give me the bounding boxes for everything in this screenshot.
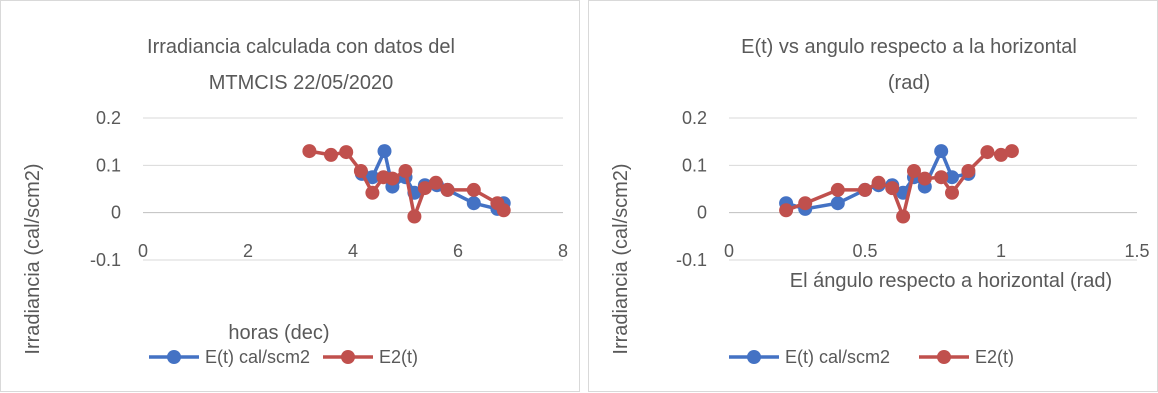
data-point [407, 209, 422, 224]
data-point [945, 185, 959, 200]
legend-marker [341, 350, 355, 364]
data-point [339, 145, 354, 160]
x-tick-label: 0.5 [852, 241, 877, 261]
data-point [398, 164, 413, 178]
data-point [896, 209, 911, 224]
y-tick-label: -0.1 [676, 250, 707, 270]
data-point [417, 181, 432, 196]
y-tick-label: 0.2 [96, 108, 121, 128]
data-point [428, 175, 443, 190]
x-tick-label: 4 [348, 241, 358, 261]
legend-label: E(t) cal/scm2 [785, 347, 890, 367]
data-point [365, 185, 380, 200]
data-point [466, 182, 481, 197]
chart-title-line-2: (rad) [888, 72, 930, 94]
chart-irradiance-vs-hours: Irradiancia calculada con datos del MTMCI… [22, 36, 568, 367]
data-point [385, 171, 400, 186]
data-point [440, 182, 455, 197]
y-tick-label: 0.1 [682, 155, 707, 175]
data-point [377, 144, 392, 159]
chart-title-line-1: Irradiancia calculada con datos del [147, 36, 455, 58]
chart-title-line-2: MTMCIS 22/05/2020 [209, 72, 394, 94]
data-point [365, 170, 380, 185]
data-point [980, 145, 995, 160]
y-axis-title: Irradiancia (cal/scm2) [610, 163, 632, 354]
legend-label: E2(t) [975, 347, 1014, 367]
data-point [353, 164, 368, 178]
x-axis-title: horas (dec) [228, 322, 329, 344]
data-point [798, 196, 813, 211]
data-point [324, 147, 338, 162]
data-point [885, 181, 900, 196]
legend-entry-e-t: E(t) cal/scm2 [149, 347, 310, 367]
x-tick-label: 0 [138, 241, 148, 261]
data-point [871, 175, 886, 190]
data-point [934, 144, 949, 159]
legend-label: E2(t) [379, 347, 418, 367]
legend-entry-e2-t: E2(t) [323, 347, 418, 367]
legend-marker [747, 350, 761, 364]
data-point [934, 170, 949, 185]
y-tick-label: 0 [697, 203, 707, 223]
series-e2-t [779, 144, 1019, 224]
y-axis-title: Irradiancia (cal/scm2) [22, 163, 44, 354]
data-point [907, 164, 921, 178]
legend-entry-e-t: E(t) cal/scm2 [729, 347, 890, 367]
chart-irradiance-vs-angle: E(t) vs angulo respecto a la horizontal (… [610, 36, 1150, 367]
x-tick-label: 2 [243, 241, 253, 261]
data-point [917, 171, 932, 186]
data-point [496, 203, 511, 218]
chart-title-line-1: E(t) vs angulo respecto a la horizontal [741, 36, 1077, 58]
series-e2-t [302, 144, 511, 224]
legend-label: E(t) cal/scm2 [205, 347, 310, 367]
legend-marker [167, 350, 181, 364]
x-tick-label: 0 [724, 241, 734, 261]
data-point [466, 196, 481, 211]
x-tick-label: 1.5 [1124, 241, 1149, 261]
data-point [830, 182, 845, 197]
y-tick-label: 0 [111, 203, 121, 223]
data-point [779, 203, 794, 218]
x-tick-label: 8 [558, 241, 568, 261]
chart-panel-hours: Irradiancia calculada con datos del MTMCI… [0, 0, 580, 392]
data-point [945, 170, 959, 185]
x-tick-label: 1 [996, 241, 1006, 261]
y-tick-label: -0.1 [90, 250, 121, 270]
data-point [302, 144, 317, 159]
chart-panel-angle: E(t) vs angulo respecto a la horizontal (… [588, 0, 1158, 392]
y-tick-label: 0.1 [96, 155, 121, 175]
data-point [1004, 144, 1019, 159]
legend-entry-e2-t: E2(t) [919, 347, 1014, 367]
data-point [858, 182, 872, 197]
x-tick-label: 6 [453, 241, 463, 261]
data-point [830, 196, 845, 211]
x-axis-title: El ángulo respecto a horizontal (rad) [790, 270, 1112, 292]
legend-marker [937, 350, 951, 364]
data-point [961, 164, 976, 178]
data-point [994, 147, 1008, 162]
y-tick-label: 0.2 [682, 108, 707, 128]
